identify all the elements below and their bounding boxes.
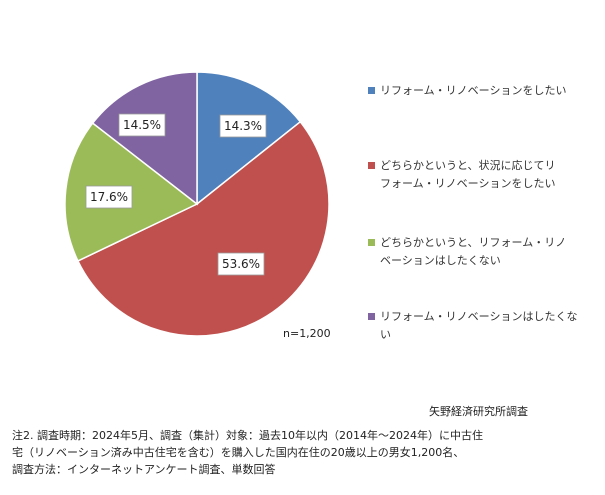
legend-item-not-want-renovation: リフォーム・リノベーションはしたくな い — [368, 308, 598, 344]
source-label: 矢野経済研究所調査 — [429, 405, 528, 418]
legend-swatch — [368, 162, 375, 169]
svg-text:14.5%: 14.5% — [123, 118, 161, 132]
legend-item-maybe-want-renovation: どちらかというと、状況に応じてリ フォーム・リノベーションをしたい — [368, 157, 598, 193]
pie-slice-want-renovation — [196, 71, 302, 206]
data-label-want-renovation: 14.3% — [219, 114, 267, 138]
legend-label-line: リフォーム・リノベーションをしたい — [380, 84, 567, 97]
legend-swatch — [368, 313, 375, 320]
survey-note: 注2. 調査時期：2024年5月、調査（集計）対象：過去10年以内（2014年～… — [12, 427, 602, 478]
note-line: 注2. 調査時期：2024年5月、調査（集計）対象：過去10年以内（2014年～… — [12, 429, 483, 442]
note-line: 宅（リノベーション済み中古住宅を含む）を購入した国内在住の20歳以上の男女1,2… — [12, 446, 465, 459]
svg-text:53.6%: 53.6% — [222, 257, 260, 271]
pie-slice-not-want-renovation — [91, 71, 198, 206]
legend-swatch — [368, 239, 375, 246]
note-line: 調査方法：インターネットアンケート調査、単数回答 — [12, 463, 276, 476]
pie-slice-maybe-want-renovation — [76, 120, 330, 337]
svg-text:17.6%: 17.6% — [90, 190, 128, 204]
legend-swatch — [368, 87, 375, 94]
svg-text:14.3%: 14.3% — [224, 119, 262, 133]
legend-item-want-renovation: リフォーム・リノベーションをしたい — [368, 82, 598, 100]
legend-label-line: い — [380, 328, 391, 341]
legend-label-line: ベーションはしたくない — [380, 254, 501, 267]
sample-size-label: n=1,200 — [283, 327, 331, 340]
legend-label-line: どちらかというと、状況に応じてリ — [380, 159, 556, 172]
pie-chart: 14.3% 53.6% 17.6% 14.5% — [64, 71, 330, 337]
data-label-not-want-renovation: 14.5% — [118, 113, 166, 137]
legend-label-line: フォーム・リノベーションをしたい — [380, 177, 556, 190]
legend-label-line: どちらかというと、リフォーム・リノ — [380, 236, 567, 249]
legend-label-line: リフォーム・リノベーションはしたくな — [380, 310, 578, 323]
data-label-maybe-not-want-renovation: 17.6% — [85, 185, 133, 209]
data-label-maybe-want-renovation: 53.6% — [217, 252, 265, 276]
legend-item-maybe-not-want-renovation: どちらかというと、リフォーム・リノ ベーションはしたくない — [368, 234, 598, 270]
